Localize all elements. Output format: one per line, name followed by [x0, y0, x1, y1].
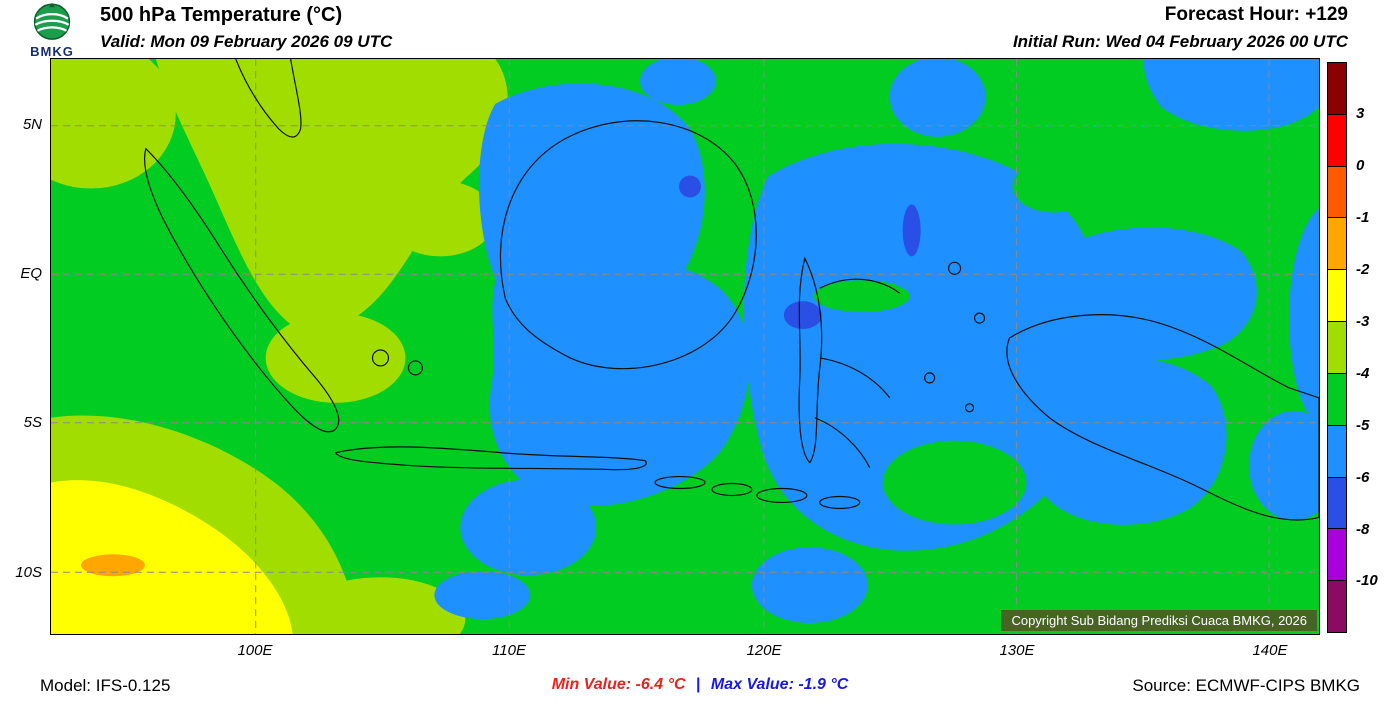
colorbar-segment	[1328, 217, 1346, 270]
colorbar-segment	[1328, 476, 1346, 529]
minmax-line: Min Value: -6.4 °C | Max Value: -1.9 °C	[0, 676, 1400, 694]
lon-label-110e: 110E	[492, 642, 526, 659]
colorbar-tick: -10	[1356, 572, 1378, 589]
bmkg-logo-label: BMKG	[30, 44, 74, 59]
forecast-hour-label: Forecast Hour: +129	[1164, 4, 1348, 25]
colorbar-segment	[1328, 63, 1346, 114]
colorbar-tick: -1	[1356, 209, 1370, 226]
temperature-field	[51, 59, 1319, 634]
copyright-badge: Copyright Sub Bidang Prediksi Cuaca BMKG…	[1001, 610, 1317, 631]
colorbar-tick: -3	[1356, 313, 1370, 330]
colorbar-segment	[1328, 321, 1346, 373]
colorbar-segment	[1328, 424, 1346, 477]
initial-run-label: Initial Run: Wed 04 February 2026 00 UTC	[1012, 32, 1348, 51]
colorbar-tick: -8	[1356, 521, 1370, 538]
colorbar-tick: -2	[1356, 261, 1370, 278]
lat-label-10s: 10S	[15, 564, 42, 581]
lon-label-130e: 130E	[999, 642, 1035, 659]
colorbar-tick: -5	[1356, 417, 1370, 434]
coastlines	[143, 59, 1319, 521]
colorbar-tick: 0	[1356, 157, 1365, 174]
lon-label-120e: 120E	[746, 642, 782, 659]
model-label: Model: IFS-0.125	[40, 676, 171, 695]
colorbar-segment	[1328, 113, 1346, 166]
lon-label-100e: 100E	[237, 642, 273, 659]
colorbar-segment	[1328, 269, 1346, 322]
bmkg-logo: BMKG	[10, 2, 94, 58]
gridlines	[51, 59, 1319, 634]
colorbar-segment	[1328, 580, 1346, 632]
colorbar	[1327, 62, 1347, 633]
lat-label-eq: EQ	[20, 265, 42, 282]
lat-label-5s: 5S	[23, 414, 42, 431]
minmax-separator: |	[695, 676, 701, 693]
lat-label-5n: 5N	[22, 116, 42, 133]
bmkg-logo-icon	[33, 2, 71, 40]
colorbar-tick: 3	[1356, 105, 1365, 122]
min-value-label: Min Value: -6.4 °C	[551, 676, 686, 693]
colorbar-tick: -4	[1356, 365, 1370, 382]
page-title: 500 hPa Temperature (°C)	[100, 4, 343, 26]
lon-label-140e: 140E	[1252, 642, 1288, 659]
colorbar-segment	[1328, 165, 1346, 218]
colorbar-segment	[1328, 372, 1346, 425]
colorbar-tick: -6	[1356, 469, 1370, 486]
map-canvas: Copyright Sub Bidang Prediksi Cuaca BMKG…	[50, 58, 1320, 635]
source-label: Source: ECMWF-CIPS BMKG	[1132, 676, 1360, 695]
colorbar-segment	[1328, 528, 1346, 581]
temperature-field-svg	[51, 59, 1319, 634]
valid-time-label: Valid: Mon 09 February 2026 09 UTC	[100, 32, 393, 51]
max-value-label: Max Value: -1.9 °C	[710, 676, 849, 693]
